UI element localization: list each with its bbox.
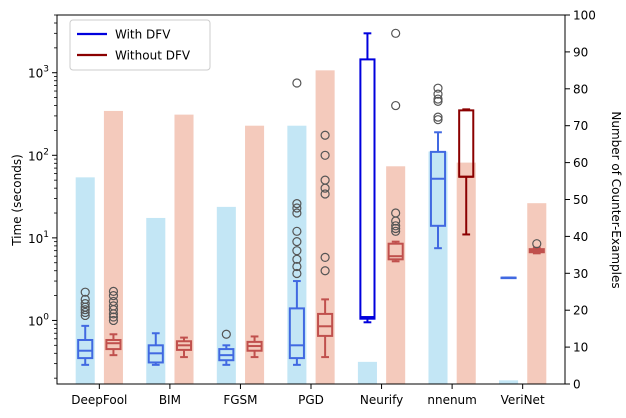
flier-without-dfv-deepfool-5 — [108, 296, 119, 307]
flier-without-dfv-verinet-0 — [532, 239, 542, 249]
box-with-dfv-nnenum — [429, 150, 447, 227]
flier-with-dfv-deepfool-5 — [80, 294, 90, 304]
flier-without-dfv-neurify-4 — [391, 208, 401, 218]
flier-without-dfv-pgd-0 — [320, 266, 330, 276]
bar-without-dfv-pgd — [315, 70, 335, 384]
flier-with-dfv-pgd-4 — [292, 237, 302, 247]
x-tick-label-nnenum: nnenum — [427, 393, 477, 407]
flier-without-dfv-neurify-0 — [391, 226, 401, 236]
x-tick-label-deepfool: DeepFool — [71, 393, 127, 407]
time-boxplots — [77, 28, 545, 366]
flier-without-dfv-deepfool-0 — [108, 315, 119, 326]
flier-with-dfv-pgd-5 — [292, 226, 302, 236]
right-axis-ticks: 0 10 20 30 40 50 60 70 80 90 100 — [565, 9, 596, 392]
right-tick-label-5: 50 — [573, 193, 588, 207]
flier-with-dfv-deepfool-1 — [80, 307, 90, 318]
right-tick-label-0: 0 — [573, 378, 581, 392]
flier-with-dfv-pgd-7 — [292, 203, 302, 213]
right-tick-label-1: 10 — [573, 341, 588, 355]
flier-without-dfv-deepfool-1 — [108, 312, 119, 322]
flier-with-dfv-nnenum-1 — [433, 112, 443, 122]
x-tick-label-fgsm: FGSM — [223, 393, 257, 407]
box-with-dfv-neurify — [359, 58, 376, 320]
flier-with-dfv-deepfool-6 — [80, 287, 90, 297]
legend-label-without-dfv: Without DFV — [115, 49, 191, 63]
left-tick-label-0: 100 — [28, 312, 49, 328]
box-without-dfv-deepfool — [105, 338, 122, 351]
bar-without-dfv-verinet — [527, 203, 547, 384]
bar-with-dfv-fgsm — [216, 206, 236, 384]
x-tick-label-verinet: VeriNet — [501, 393, 545, 407]
flier-with-dfv-deepfool-2 — [80, 305, 90, 315]
bar-without-dfv-deepfool — [103, 110, 123, 384]
flier-without-dfv-deepfool-4 — [108, 301, 119, 311]
right-tick-label-9: 90 — [573, 45, 588, 59]
bar-with-dfv-deepfool — [75, 177, 95, 384]
flier-with-dfv-deepfool-4 — [80, 298, 90, 309]
bar-without-dfv-neurify — [386, 166, 406, 384]
x-axis-ticks: DeepFool BIM FGSM PGD Neurify nnenum VeriNet — [71, 384, 545, 407]
left-tick-label-1: 101 — [28, 230, 49, 246]
left-axis-title: Time (seconds) — [10, 154, 24, 247]
flier-without-dfv-deepfool-6 — [108, 290, 119, 301]
flier-without-dfv-pgd-4 — [320, 175, 330, 185]
box-with-dfv-deepfool — [77, 338, 94, 360]
flier-with-dfv-fgsm-0 — [221, 329, 231, 339]
flier-without-dfv-pgd-1 — [320, 252, 330, 263]
flier-without-dfv-neurify-5 — [391, 100, 401, 111]
flier-with-dfv-pgd-1 — [292, 261, 302, 272]
counter-example-bars — [75, 70, 547, 384]
bar-without-dfv-bim — [174, 114, 194, 384]
x-tick-label-pgd: PGD — [298, 393, 324, 407]
flier-without-dfv-pgd-5 — [320, 150, 330, 160]
x-tick-label-bim: BIM — [159, 393, 181, 407]
flier-with-dfv-pgd-6 — [292, 208, 302, 218]
box-without-dfv-pgd — [317, 312, 334, 337]
bar-with-dfv-verinet — [499, 380, 519, 384]
x-tick-label-neurify: Neurify — [360, 393, 403, 407]
flier-without-dfv-pgd-6 — [320, 130, 330, 140]
flier-with-dfv-nnenum-3 — [433, 94, 443, 104]
bar-with-dfv-bim — [146, 217, 166, 384]
flier-with-dfv-pgd-3 — [292, 246, 302, 256]
right-tick-label-7: 70 — [573, 119, 588, 133]
left-tick-label-2: 102 — [28, 147, 49, 163]
box-with-dfv-pgd — [288, 307, 305, 360]
flier-with-dfv-pgd-8 — [292, 199, 302, 209]
legend-label-with-dfv: With DFV — [115, 28, 171, 42]
flier-without-dfv-deepfool-7 — [108, 286, 119, 296]
right-tick-label-8: 80 — [573, 82, 588, 96]
right-axis-title: Number of Counter-Examples — [609, 111, 623, 288]
flier-without-dfv-pgd-2 — [320, 189, 330, 199]
flier-with-dfv-nnenum-0 — [433, 115, 443, 125]
flier-with-dfv-nnenum-4 — [433, 89, 443, 99]
bar-without-dfv-fgsm — [245, 125, 265, 384]
bar-with-dfv-nnenum — [428, 151, 448, 384]
right-tick-label-6: 60 — [573, 156, 588, 170]
legend: With DFV Without DFV — [69, 19, 211, 71]
flier-without-dfv-neurify-2 — [391, 221, 401, 231]
box-without-dfv-neurify — [387, 242, 404, 261]
flier-with-dfv-pgd-9 — [292, 78, 302, 88]
right-tick-label-4: 40 — [573, 230, 588, 244]
flier-without-dfv-neurify-6 — [391, 28, 401, 38]
left-tick-label-3: 103 — [28, 65, 49, 81]
bar-without-dfv-nnenum — [456, 162, 476, 384]
flier-with-dfv-nnenum-5 — [433, 83, 443, 93]
flier-with-dfv-pgd-2 — [292, 254, 302, 264]
right-tick-label-3: 30 — [573, 267, 588, 281]
flier-with-dfv-pgd-0 — [292, 268, 302, 279]
right-tick-label-2: 20 — [573, 304, 588, 318]
right-tick-label-10: 100 — [573, 9, 596, 23]
left-axis-ticks: 100 101 102 103 — [28, 14, 57, 379]
flier-with-dfv-nnenum-2 — [433, 96, 443, 106]
bar-with-dfv-neurify — [357, 361, 377, 384]
